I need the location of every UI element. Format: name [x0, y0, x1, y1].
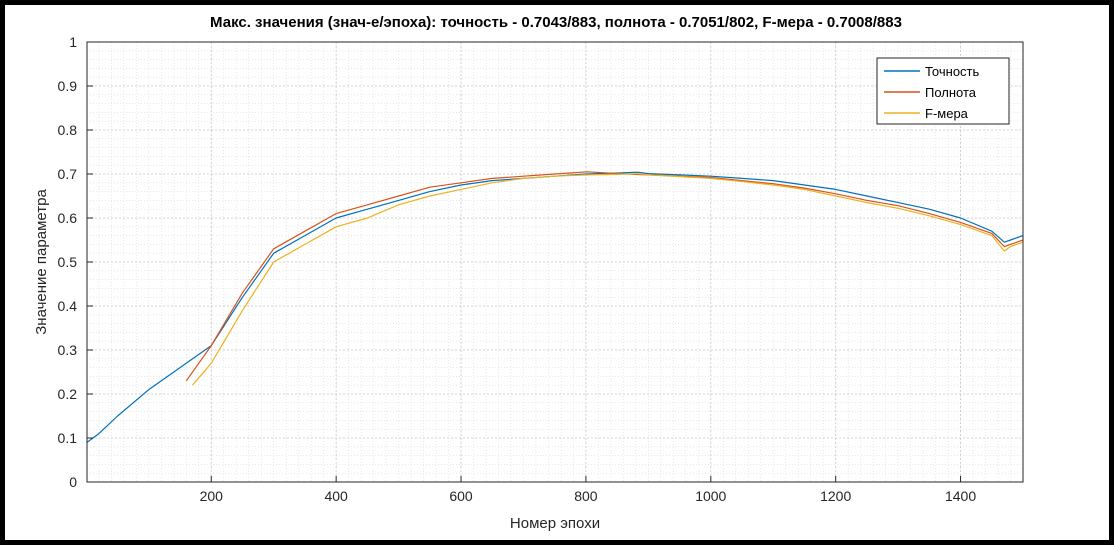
x-tick-label: 200 [200, 488, 224, 504]
y-tick-label: 0.5 [58, 254, 78, 270]
y-tick-label: 0.2 [58, 386, 78, 402]
legend-box [876, 57, 1010, 125]
series-line-3 [192, 173, 1024, 386]
y-tick-label: 0.9 [58, 78, 78, 94]
series-line-1 [86, 171, 1024, 443]
series-layer [86, 171, 1024, 443]
x-axis-label: Номер эпохи [510, 515, 600, 532]
y-tick-label: 0.4 [58, 298, 78, 314]
x-tick-label: 400 [324, 488, 348, 504]
x-tick-label: 800 [574, 488, 598, 504]
x-tick-label: 600 [449, 488, 473, 504]
y-tick-label: 0.7 [58, 166, 78, 182]
legend-label: Полнота [925, 85, 977, 100]
y-axis-label: Значение параметра [33, 189, 50, 335]
x-tick-label: 1400 [945, 488, 976, 504]
y-axis-ticks: 0 0.1 0.2 0.3 0.4 0.5 0.6 0.7 0.8 0.9 1 [58, 34, 93, 490]
chart-title: Макс. значения (знач-е/эпоха): точность … [210, 14, 902, 31]
legend: Точность Полнота F-мера [876, 57, 1010, 125]
x-tick-label: 1000 [695, 488, 726, 504]
x-tick-label: 1200 [820, 488, 851, 504]
legend-label: Точность [925, 64, 980, 79]
y-tick-label: 0.1 [58, 430, 78, 446]
minor-grid [87, 42, 1023, 482]
legend-label: F-мера [925, 106, 969, 121]
y-tick-label: 1 [69, 34, 77, 50]
y-tick-label: 0 [69, 474, 77, 490]
y-tick-label: 0.6 [58, 210, 78, 226]
x-axis-ticks: 200 400 600 800 1000 1200 1400 [200, 476, 976, 504]
y-tick-label: 0.3 [58, 342, 78, 358]
y-tick-label: 0.8 [58, 122, 78, 138]
